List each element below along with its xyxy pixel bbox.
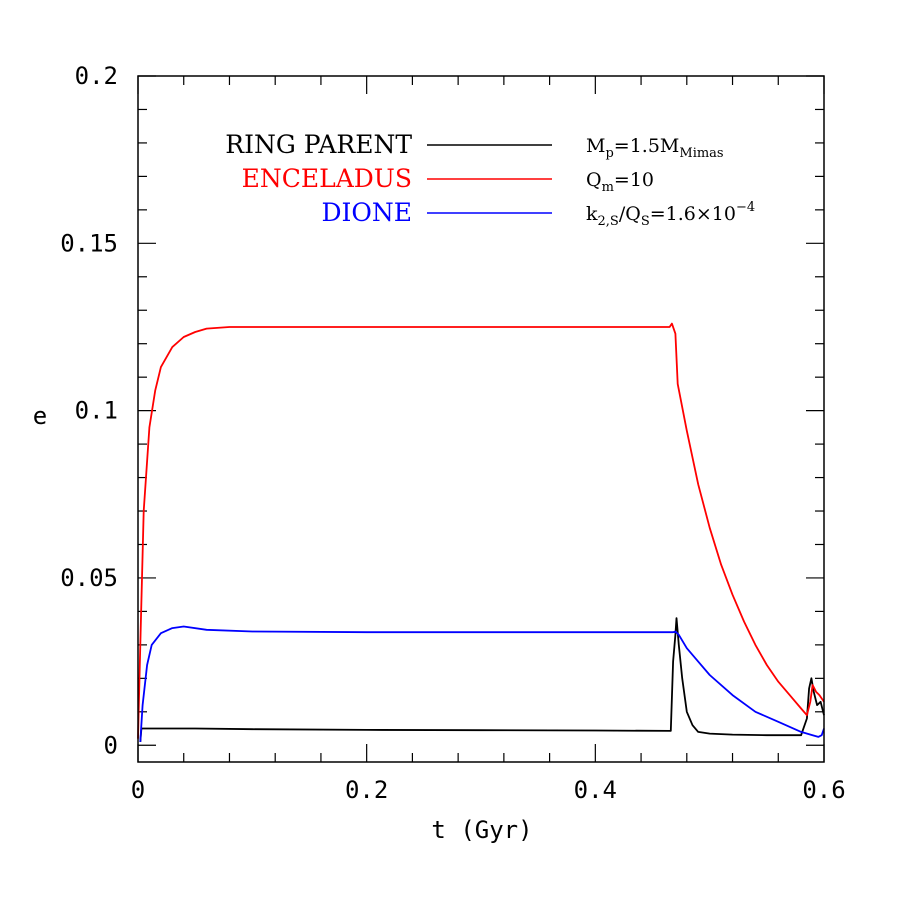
- y-tick-labels: 0 0.05 0.1 0.15 0.2: [60, 62, 118, 759]
- y-tick-label: 0.1: [75, 397, 118, 425]
- series-layer: [137, 322, 825, 742]
- y-tick-label: 0.15: [60, 229, 118, 257]
- legend: RING PARENT ENCELADUS DIONE: [225, 130, 552, 227]
- x-axis-title: t (Gyr): [431, 816, 532, 844]
- x-tick-labels: 0 0.2 0.4 0.6: [131, 776, 846, 804]
- x-tick-label: 0.2: [345, 776, 388, 804]
- y-tick-label: 0: [104, 731, 118, 759]
- series-line-enceladus: [137, 322, 825, 739]
- x-tick-label: 0: [131, 776, 145, 804]
- x-tick-label: 0.6: [802, 776, 845, 804]
- x-tick-label: 0.4: [574, 776, 617, 804]
- y-tick-label: 0.2: [75, 62, 118, 90]
- annotation-k2-qs: k2,S/QS=1.6×10−4: [586, 200, 755, 229]
- legend-label-dione: DIONE: [321, 198, 412, 227]
- series-line-ring-parent: [139, 617, 825, 742]
- legend-label-enceladus: ENCELADUS: [242, 164, 412, 193]
- legend-label-ring-parent: RING PARENT: [225, 130, 412, 159]
- annotation-planet-mass: Mp=1.5MMimas: [586, 135, 724, 161]
- annotation-qm: Qm=10: [586, 169, 654, 195]
- y-axis-title: e: [33, 402, 47, 430]
- series-line-dione: [139, 625, 825, 742]
- y-tick-label: 0.05: [60, 564, 118, 592]
- plot-frame: [137, 75, 825, 763]
